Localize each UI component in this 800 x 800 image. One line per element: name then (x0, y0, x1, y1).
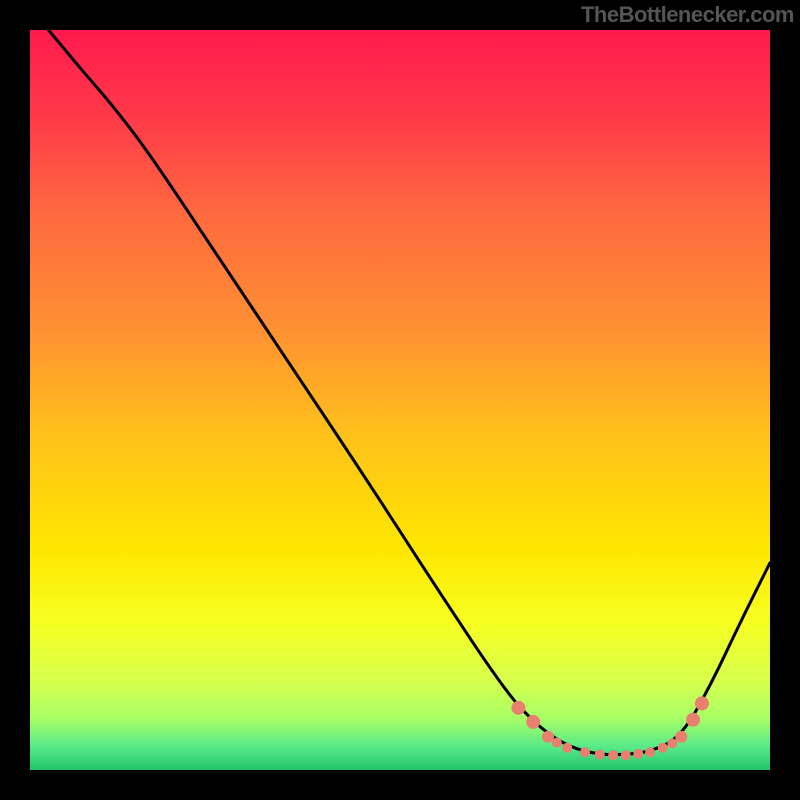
watermark-text: TheBottlenecker.com (581, 2, 794, 28)
chart-plot (30, 30, 770, 770)
marker-dot (511, 701, 525, 715)
marker-dot (552, 738, 562, 748)
marker-dot (667, 738, 677, 748)
marker-dot (633, 749, 643, 759)
marker-dot (562, 743, 572, 753)
marker-dot (580, 747, 590, 757)
marker-dot (608, 750, 618, 760)
marker-dot (695, 696, 709, 710)
marker-dot (595, 749, 605, 759)
marker-dot (621, 750, 631, 760)
marker-dot (645, 747, 655, 757)
marker-dot (686, 713, 700, 727)
marker-dot (675, 731, 687, 743)
marker-dot (526, 715, 540, 729)
chart-svg (30, 30, 770, 770)
marker-dot (658, 743, 668, 753)
